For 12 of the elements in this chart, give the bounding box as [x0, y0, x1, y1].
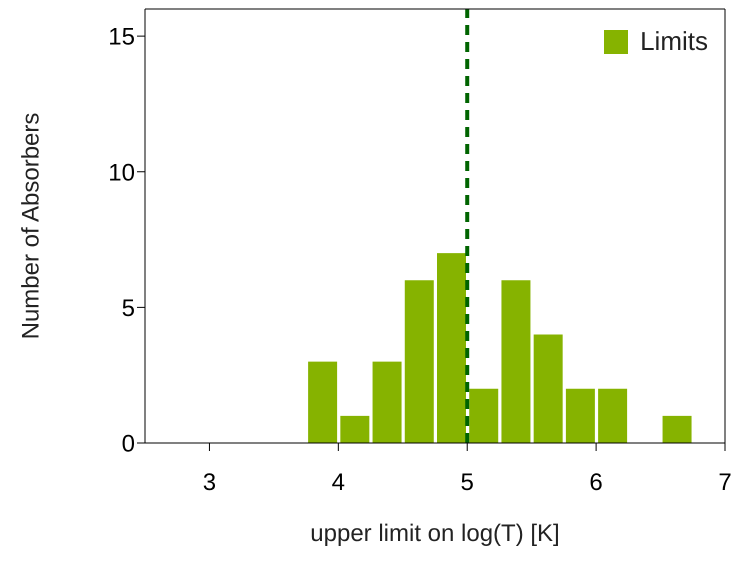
x-tick-label: 6 [589, 469, 603, 496]
x-tick-label: 7 [718, 469, 732, 496]
y-tick-label: 15 [108, 24, 135, 51]
x-tick-label: 3 [202, 469, 216, 496]
x-tick-label: 4 [332, 469, 346, 496]
y-axis-title: Number of Absorbers [18, 112, 45, 340]
y-tick-label: 0 [122, 430, 135, 458]
x-tick-label: 5 [460, 469, 474, 496]
y-tick-label: 5 [122, 294, 135, 322]
y-tick-label: 10 [108, 159, 135, 186]
x-axis-title: upper limit on log(T) [K] [310, 520, 560, 547]
legend-label: Limits [640, 26, 708, 57]
